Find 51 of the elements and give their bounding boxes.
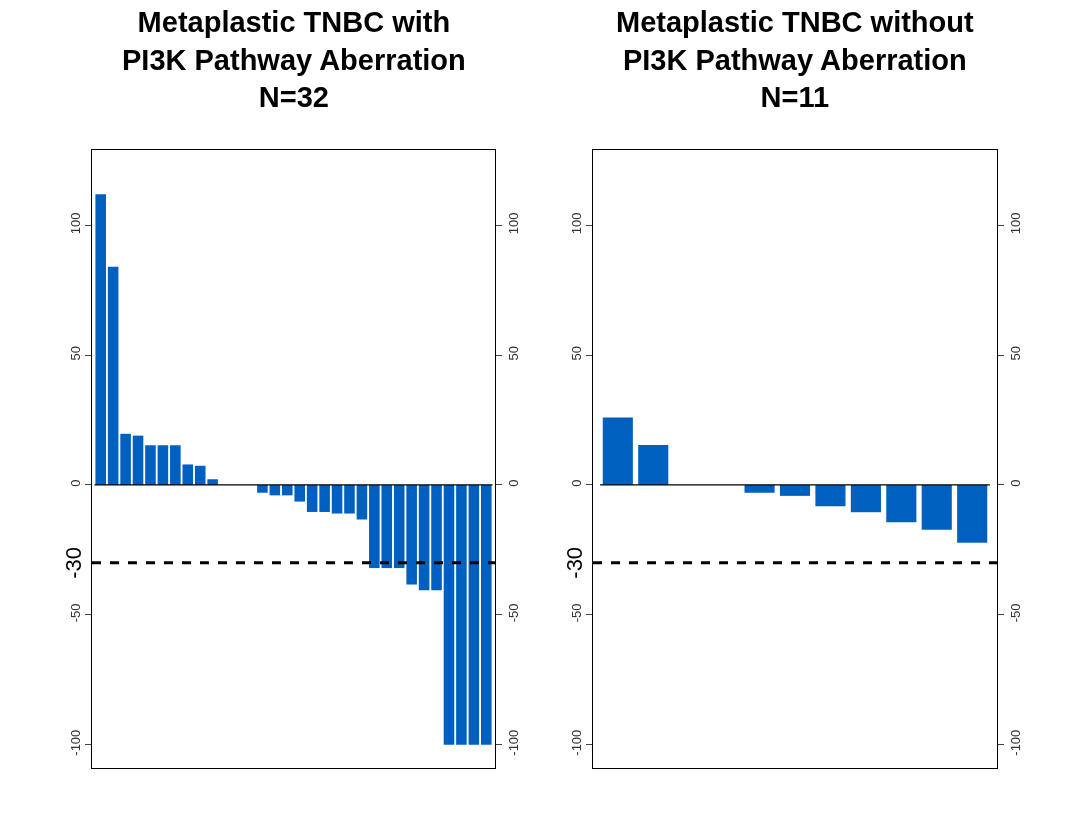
y2-tick-label: -50 xyxy=(1007,603,1023,623)
bar xyxy=(468,484,480,745)
y-tick-label: -50 xyxy=(67,603,83,623)
bar xyxy=(456,484,467,745)
y2-tick-label: -100 xyxy=(1007,729,1023,756)
y2-tick-label: 100 xyxy=(505,212,521,235)
bar xyxy=(850,484,881,513)
bar xyxy=(815,484,846,507)
y-tick-label: -100 xyxy=(568,729,584,756)
bar xyxy=(886,484,917,523)
bar xyxy=(638,444,669,485)
bar xyxy=(431,484,442,591)
y-tick-label: 50 xyxy=(67,345,83,361)
bar xyxy=(779,484,811,496)
bar xyxy=(132,435,144,485)
bar xyxy=(369,484,380,569)
bar xyxy=(921,484,952,530)
bar xyxy=(95,194,106,485)
bar xyxy=(344,484,355,514)
y-tick-label: 0 xyxy=(568,479,584,487)
ref-line-label: -30 xyxy=(61,546,86,579)
y2-tick-label: 0 xyxy=(505,479,521,487)
y-tick-label: 100 xyxy=(67,212,83,235)
bar xyxy=(381,484,393,569)
bar xyxy=(418,484,430,591)
y-tick-label: 50 xyxy=(568,345,584,361)
y-tick-label: -100 xyxy=(67,729,83,756)
bar xyxy=(481,484,492,745)
bar xyxy=(157,445,169,485)
y2-tick-label: 100 xyxy=(1007,212,1023,235)
y2-tick-label: -100 xyxy=(505,729,521,756)
bar xyxy=(145,445,156,485)
y-tick-label: -50 xyxy=(568,603,584,623)
ref-line-label: -30 xyxy=(561,546,587,579)
y-tick-label: 100 xyxy=(568,212,584,235)
bar xyxy=(306,484,318,512)
y-tick-label: 0 xyxy=(67,479,83,487)
bar xyxy=(443,484,455,745)
y2-tick-label: 0 xyxy=(1007,479,1023,487)
bar xyxy=(356,484,368,520)
bar xyxy=(602,417,633,485)
chart-title: Metaplastic TNBC without PI3K Pathway Aberration N=11 xyxy=(616,6,975,114)
bar xyxy=(120,433,131,485)
bar xyxy=(331,484,343,514)
y2-tick-label: 50 xyxy=(1007,345,1023,361)
bar xyxy=(107,266,119,485)
bar xyxy=(319,484,330,512)
y2-tick-label: 50 xyxy=(505,345,521,361)
chart-title: Metaplastic TNBC with PI3K Pathway Aberration N=32 xyxy=(122,6,466,114)
bar xyxy=(957,484,988,543)
y2-tick-label: -50 xyxy=(505,603,521,623)
